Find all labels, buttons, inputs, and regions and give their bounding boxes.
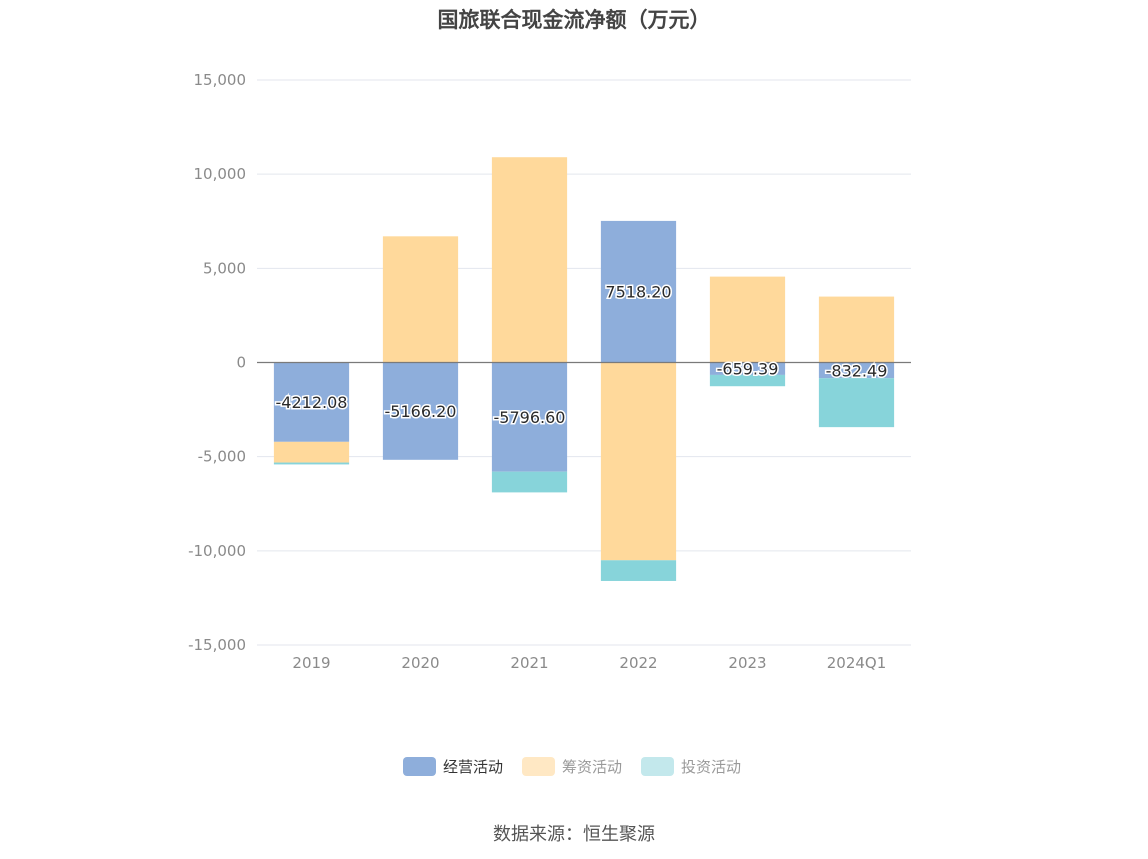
bar-2-2019 [273,462,350,465]
data-label: -5166.20 [385,402,457,421]
y-tick-label: 5,000 [203,259,246,277]
bar-0-2019 [273,362,350,442]
x-tick-label: 2024Q1 [827,654,887,672]
bar-1-2022 [600,362,677,561]
bars-layer [273,157,895,581]
x-tick-label: 2022 [619,654,657,672]
legend-item: 筹资活动 [522,757,622,776]
legend: 经营活动 筹资活动 投资活动 [403,757,741,776]
y-tick-label: -5,000 [198,448,246,466]
bar-2-2022 [600,560,677,581]
grid-layer [257,79,911,646]
bar-2-2023 [709,374,786,387]
y-tick-label: -10,000 [188,542,246,560]
bar-0-2021 [491,362,568,472]
data-source-note: 数据来源：恒生聚源 [493,824,655,845]
bar-1-2019 [273,441,350,463]
legend-label: 筹资活动 [562,758,622,776]
bar-1-2020 [382,236,459,363]
bar-0-2024Q1 [818,362,895,379]
data-labels-layer: -4212.08 -5166.20 -5796.60 7518.20 -659.39 -8… [274,281,889,428]
bar-0-2022 [600,220,677,363]
legend-label: 投资活动 [681,758,741,776]
bar-0-2020 [382,362,459,460]
data-label: -832.49 [826,361,888,380]
data-label: -4212.08 [276,393,348,412]
x-tick-label: 2021 [510,654,548,672]
y-tick-label: 0 [236,354,246,372]
chart-title: 国旅联合现金流净额（万元） [437,8,711,32]
legend-swatch [641,757,674,776]
bar-1-2023 [709,276,786,363]
bar-1-2021 [491,157,568,363]
y-tick-label: -15,000 [188,636,246,654]
data-label: -659.39 [717,360,779,379]
bar-2-2021 [491,471,568,493]
bar-0-2023 [709,362,786,375]
x-tick-label: 2019 [292,654,330,672]
legend-item: 经营活动 [403,757,503,776]
legend-item: 投资活动 [641,757,741,776]
axis-labels-layer: 15,000 10,000 5,000 0 -5,000 -10,000 -15,000 20… [188,71,886,672]
legend-swatch [522,757,555,776]
y-tick-label: 15,000 [194,71,247,89]
data-label: 7518.20 [605,283,671,302]
legend-label: 经营活动 [443,758,503,776]
bar-1-2024Q1 [818,296,895,363]
y-tick-label: 10,000 [194,165,247,183]
legend-swatch [403,757,436,776]
x-tick-label: 2020 [401,654,439,672]
bar-2-2024Q1 [818,378,895,428]
data-label: -5796.60 [494,408,566,427]
x-tick-label: 2023 [728,654,766,672]
